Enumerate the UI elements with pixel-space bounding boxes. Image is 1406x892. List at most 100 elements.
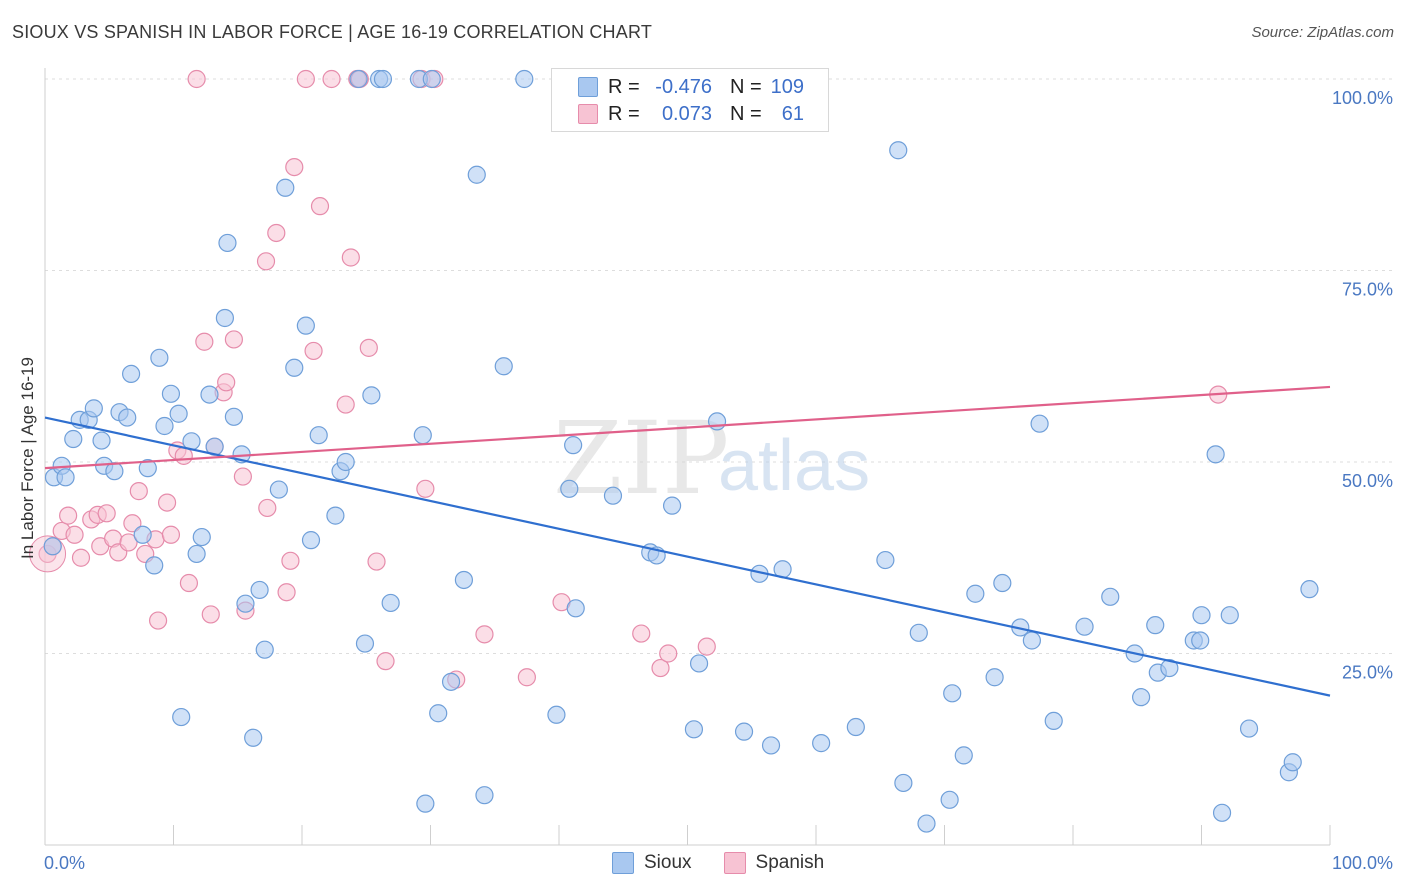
spanish-point — [359, 338, 378, 357]
sioux-point — [169, 404, 188, 423]
legend: Sioux Spanish — [612, 852, 856, 874]
spanish-point — [119, 533, 138, 552]
trend-lines — [44, 385, 1331, 697]
sioux-point — [296, 316, 315, 335]
chart-title: SIOUX VS SPANISH IN LABOR FORCE | AGE 16… — [12, 22, 653, 42]
sioux-point — [846, 717, 865, 737]
sioux-point — [121, 364, 141, 384]
sioux-point — [689, 654, 709, 673]
sioux-point — [192, 527, 211, 547]
sioux-point — [662, 496, 682, 515]
sioux-point — [150, 348, 169, 367]
sioux-point — [381, 593, 400, 613]
spanish-point — [148, 611, 168, 630]
y-tick-label: 25.0% — [1342, 663, 1393, 683]
sioux-point — [1030, 414, 1049, 433]
spanish-point — [258, 498, 277, 518]
sioux-point — [336, 452, 355, 472]
legend-label-spanish: Spanish — [755, 852, 825, 873]
sioux-point — [940, 790, 959, 809]
sioux-r-label: R = — [608, 75, 640, 98]
y-tick-label: 50.0% — [1342, 471, 1393, 491]
sioux-point — [56, 468, 75, 487]
spanish-point — [517, 668, 536, 687]
spanish-point — [475, 625, 494, 644]
spanish-n-value: 61 — [781, 102, 804, 125]
spanish-point — [71, 548, 91, 567]
sioux-point — [92, 431, 111, 450]
spanish-r-value: 0.073 — [661, 102, 712, 125]
spanish-point — [65, 525, 84, 544]
sioux-point — [1075, 617, 1094, 636]
sioux-point — [734, 722, 754, 741]
sioux-point — [707, 412, 727, 431]
sioux-point — [187, 544, 206, 564]
sioux-point — [416, 794, 435, 813]
stats-row-sioux: R = -0.476 N = 109 — [552, 73, 804, 101]
spanish-point — [129, 482, 148, 501]
sioux-point — [1220, 606, 1239, 625]
sioux-trend-line — [44, 416, 1331, 697]
sioux-point — [250, 580, 269, 600]
sioux-point — [349, 69, 368, 89]
sioux-point — [236, 594, 255, 613]
sioux-point — [105, 462, 124, 481]
spanish-point — [179, 573, 199, 593]
sioux-point — [889, 141, 908, 160]
legend-label-sioux: Sioux — [644, 852, 692, 873]
sioux-point — [1191, 631, 1210, 650]
sioux-point — [454, 570, 474, 590]
spanish-point — [201, 605, 220, 624]
spanish-point — [336, 395, 355, 414]
sioux-point — [1101, 587, 1120, 606]
legend-item-spanish[interactable]: Spanish — [723, 852, 825, 874]
sioux-point — [993, 573, 1012, 593]
spanish-point — [97, 504, 116, 523]
spanish-n-label: N = — [730, 102, 762, 125]
spanish-point — [367, 552, 386, 571]
watermark-zip: ZIP — [553, 400, 729, 517]
sioux-n-value: 109 — [770, 75, 804, 98]
sioux-point — [84, 399, 103, 418]
sioux-point — [309, 426, 328, 445]
sioux-point — [138, 459, 157, 478]
spanish-point — [157, 493, 177, 512]
spanish-point — [296, 69, 315, 89]
spanish-point — [304, 341, 323, 361]
sioux-point — [373, 69, 393, 89]
spanish-point — [187, 69, 206, 89]
spanish-point — [651, 658, 670, 678]
spanish-points — [29, 69, 1228, 689]
sioux-point — [161, 384, 181, 403]
sioux-point — [301, 531, 321, 550]
spanish-point — [341, 248, 360, 267]
spanish-point — [233, 467, 252, 486]
tick-labels: 100.0% 75.0% 50.0% 25.0% 0.0% 100.0% — [44, 88, 1393, 873]
sioux-point — [603, 486, 623, 505]
sioux-point — [1160, 658, 1179, 678]
sioux-point — [475, 786, 494, 805]
sioux-point — [118, 408, 137, 427]
spanish-point — [285, 157, 304, 177]
sioux-point — [943, 684, 962, 703]
sioux-point — [255, 640, 274, 659]
sioux-point — [876, 550, 895, 570]
sioux-point — [1132, 688, 1151, 707]
sioux-point — [560, 479, 579, 498]
source-label: Source: ZipAtlas.com — [1251, 24, 1394, 41]
y-axis-label: In Labor Force | Age 16-19 — [18, 357, 37, 559]
spanish-r-label: R = — [608, 102, 640, 125]
sioux-point — [1192, 606, 1211, 625]
sioux-point — [200, 385, 219, 404]
spanish-point — [59, 506, 78, 525]
legend-item-sioux[interactable]: Sioux — [612, 852, 692, 874]
spanish-point — [697, 637, 716, 656]
sioux-point — [43, 537, 62, 556]
sioux-point — [1239, 719, 1259, 738]
sioux-point — [1022, 631, 1041, 650]
x-tick-label: 0.0% — [44, 853, 85, 873]
sioux-swatch — [578, 77, 598, 97]
sioux-point — [894, 773, 913, 793]
sioux-point — [1283, 753, 1302, 772]
sioux-point — [515, 69, 534, 89]
